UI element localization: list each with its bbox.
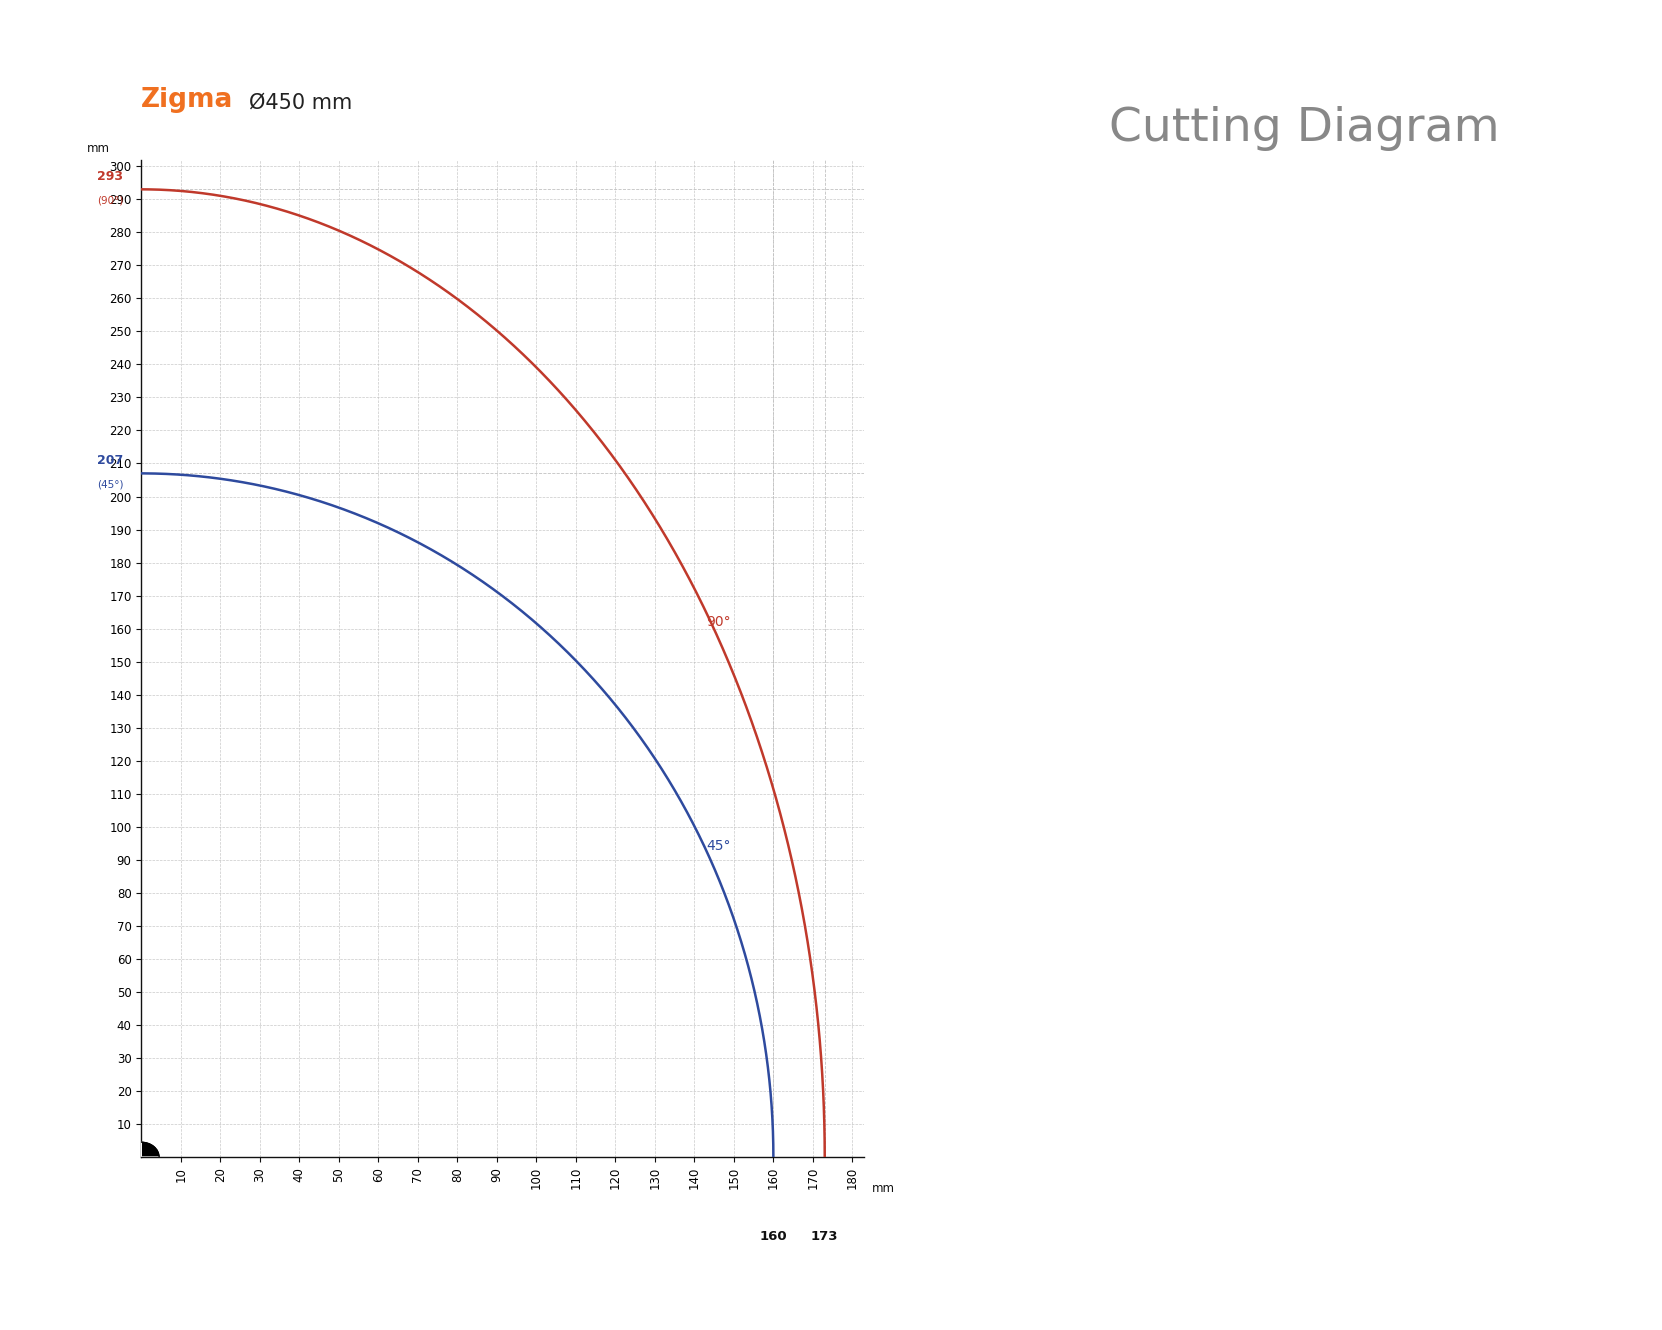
Text: (45°): (45°) bbox=[96, 480, 123, 489]
Text: 160: 160 bbox=[760, 1230, 788, 1242]
Text: Ø450 mm: Ø450 mm bbox=[249, 93, 352, 113]
Text: mm: mm bbox=[871, 1182, 894, 1196]
Text: mm: mm bbox=[86, 141, 110, 154]
Text: 90°: 90° bbox=[706, 614, 731, 629]
Wedge shape bbox=[141, 1142, 160, 1157]
Text: 207: 207 bbox=[98, 454, 123, 467]
Text: (90°): (90°) bbox=[96, 196, 123, 206]
Text: 45°: 45° bbox=[706, 839, 731, 854]
Text: Zigma: Zigma bbox=[141, 86, 234, 113]
Wedge shape bbox=[123, 1157, 141, 1172]
Text: Cutting Diagram: Cutting Diagram bbox=[1109, 106, 1501, 152]
Wedge shape bbox=[141, 1157, 160, 1172]
Text: 173: 173 bbox=[811, 1230, 839, 1242]
Text: 293: 293 bbox=[98, 170, 123, 182]
Wedge shape bbox=[123, 1142, 141, 1157]
